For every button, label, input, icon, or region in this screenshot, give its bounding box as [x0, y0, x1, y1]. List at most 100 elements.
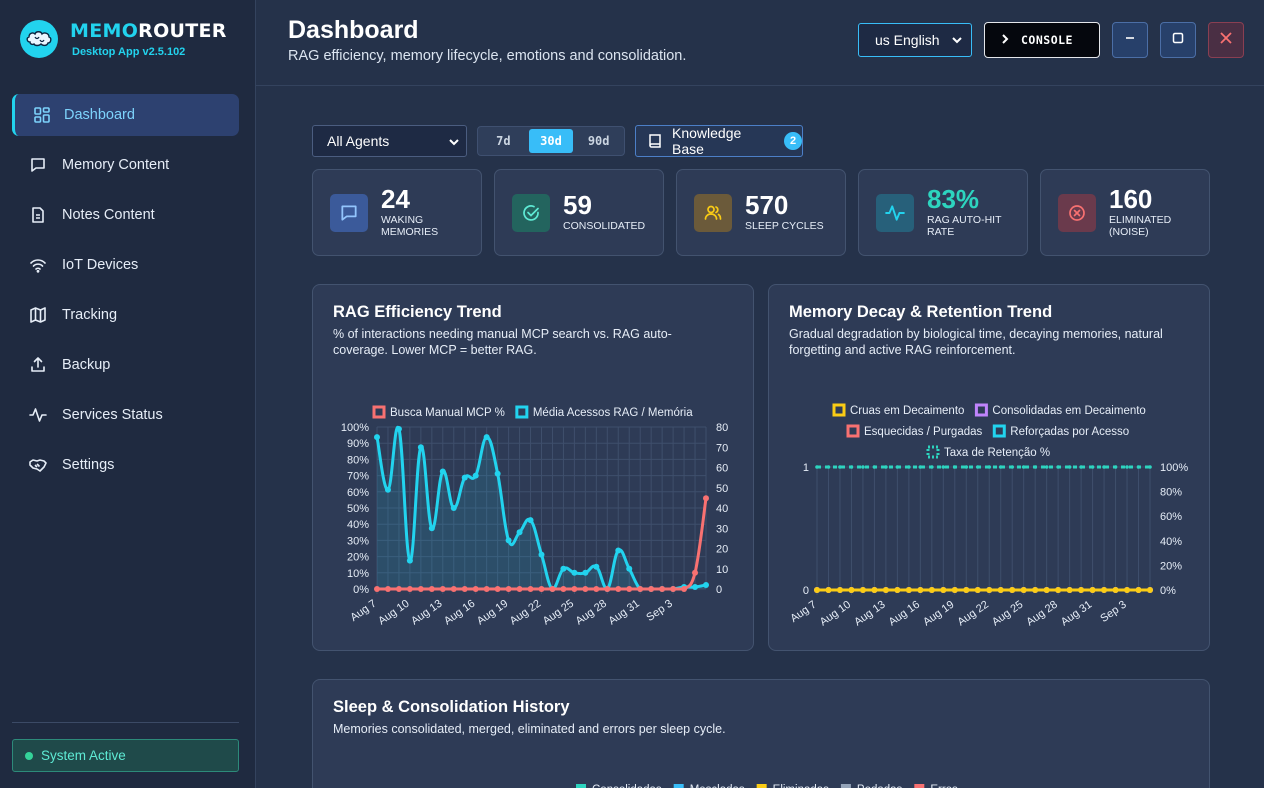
- data-point: [1090, 465, 1095, 469]
- map-icon: [28, 305, 48, 325]
- data-point: [472, 586, 479, 592]
- data-point: [1043, 587, 1050, 593]
- data-point: [384, 486, 391, 493]
- card-subtitle: % of interactions needing manual MCP sea…: [333, 327, 672, 357]
- data-point: [374, 434, 380, 441]
- message-icon: [330, 194, 368, 232]
- sidebar-item-backup[interactable]: Backup: [12, 344, 239, 386]
- data-point: [417, 586, 424, 592]
- sidebar-item-dashboard[interactable]: Dashboard: [12, 94, 239, 136]
- x-tick-label: Aug 7: [348, 598, 378, 624]
- language-value: us English: [875, 32, 940, 48]
- legend-swatch: [846, 424, 860, 438]
- stat-card-sleep-cycles: 570 SLEEP CYCLES: [676, 169, 846, 256]
- x-tick-label: Aug 22: [956, 599, 991, 629]
- sidebar-item-label: Backup: [62, 357, 111, 373]
- data-point: [461, 586, 468, 592]
- data-point: [894, 587, 901, 593]
- data-point: [986, 587, 993, 593]
- data-point: [1078, 587, 1085, 593]
- y-left-tick-label: 10%: [347, 568, 369, 580]
- y-right-tick-label: 20: [716, 544, 728, 556]
- x-tick-label: Aug 28: [574, 598, 609, 628]
- legend-swatch: [832, 403, 846, 417]
- y-right-tick-label: 100%: [1160, 462, 1188, 474]
- y-left-tick-label: 70%: [347, 471, 369, 483]
- stat-value: 24: [381, 184, 410, 214]
- data-point: [505, 586, 512, 592]
- knowledge-base-button[interactable]: Knowledge Base 2: [635, 125, 803, 157]
- legend-swatch: [576, 784, 586, 788]
- sidebar-item-label: IoT Devices: [62, 257, 139, 273]
- data-point: [615, 547, 622, 554]
- x-tick-label: Aug 25: [541, 598, 576, 628]
- data-point: [703, 581, 709, 588]
- data-point: [1009, 587, 1016, 593]
- sidebar-item-label: Services Status: [62, 407, 163, 423]
- data-point: [648, 586, 655, 592]
- legend-label: Erros: [930, 784, 958, 788]
- legend-swatch: [756, 784, 767, 788]
- rag-efficiency-chart: Busca Manual MCP % Média Acessos RAG / Me…: [341, 405, 728, 628]
- range-90d-button[interactable]: 90d: [587, 134, 610, 148]
- maximize-icon: [1171, 31, 1185, 50]
- data-point: [952, 465, 957, 469]
- maximize-button[interactable]: [1160, 22, 1196, 58]
- x-tick-label: Aug 25: [990, 599, 1025, 629]
- legend-swatch: [840, 784, 851, 788]
- x-tick-label: Aug 10: [376, 598, 411, 628]
- data-point: [974, 587, 981, 593]
- stat-label: SLEEP CYCLES: [745, 220, 824, 232]
- sidebar-item-label: Dashboard: [64, 107, 135, 123]
- data-point: [450, 586, 457, 592]
- data-point: [406, 586, 413, 592]
- legend-label: Consolidadas em Decaimento: [992, 405, 1145, 417]
- data-point: [417, 444, 424, 451]
- y-right-tick-label: 20%: [1160, 560, 1182, 572]
- data-point: [538, 551, 545, 558]
- data-point: [872, 465, 877, 469]
- data-point: [395, 586, 402, 592]
- minimize-button[interactable]: [1112, 22, 1148, 58]
- data-point: [571, 586, 578, 592]
- data-point: [1020, 587, 1027, 593]
- data-point: [1066, 587, 1073, 593]
- sidebar-item-memory-content[interactable]: Memory Content: [12, 144, 239, 186]
- sidebar-item-settings[interactable]: Settings: [12, 444, 239, 486]
- console-button[interactable]: CONSOLE: [984, 22, 1100, 58]
- sidebar-item-services-status[interactable]: Services Status: [12, 394, 239, 436]
- chevron-down-icon: [448, 135, 460, 152]
- memory-decay-chart: Cruas em Decaimento Consolidadas em Decai…: [788, 403, 1188, 629]
- x-tick-label: Aug 31: [1059, 599, 1094, 629]
- chevron-down-icon: [951, 33, 963, 50]
- header: Dashboard RAG efficiency, memory lifecyc…: [256, 0, 1264, 86]
- chevron-right-icon: [1001, 33, 1009, 48]
- activity-icon: [876, 194, 914, 232]
- language-select[interactable]: us English: [858, 23, 972, 57]
- close-button[interactable]: [1208, 22, 1244, 58]
- data-point: [905, 587, 912, 593]
- data-point: [884, 465, 888, 469]
- sidebar-item-notes-content[interactable]: Notes Content: [12, 194, 239, 236]
- y-right-tick-label: 70: [716, 442, 728, 454]
- legend-swatch: [515, 405, 529, 419]
- x-tick-label: Aug 13: [852, 599, 887, 629]
- sleep-chart-legend: Consolidadas Mescladas Eliminadas Podadas Er…: [576, 784, 958, 788]
- data-point: [582, 586, 589, 592]
- stat-card-rag-auto-hit-rate: 83% RAG AUTO-HIT RATE: [858, 169, 1028, 256]
- range-30d-button[interactable]: 30d: [528, 129, 574, 153]
- y-left-tick-label: 50%: [347, 503, 369, 515]
- agent-select[interactable]: All Agents: [312, 125, 467, 157]
- stat-value: 160: [1109, 184, 1153, 214]
- legend-label: Consolidadas: [592, 784, 662, 788]
- card-subtitle: Gradual degradation by biological time, …: [789, 327, 1163, 357]
- sidebar-item-tracking[interactable]: Tracking: [12, 294, 239, 336]
- range-7d-button[interactable]: 7d: [496, 134, 511, 148]
- data-point: [374, 586, 380, 592]
- card-title: Sleep & Consolidation History: [333, 698, 570, 716]
- data-point: [930, 465, 934, 469]
- sidebar-item-iot-devices[interactable]: IoT Devices: [12, 244, 239, 286]
- stat-label: ELIMINATED (NOISE): [1109, 214, 1172, 238]
- legend-label: Cruas em Decaimento: [850, 405, 964, 417]
- data-point: [659, 586, 666, 592]
